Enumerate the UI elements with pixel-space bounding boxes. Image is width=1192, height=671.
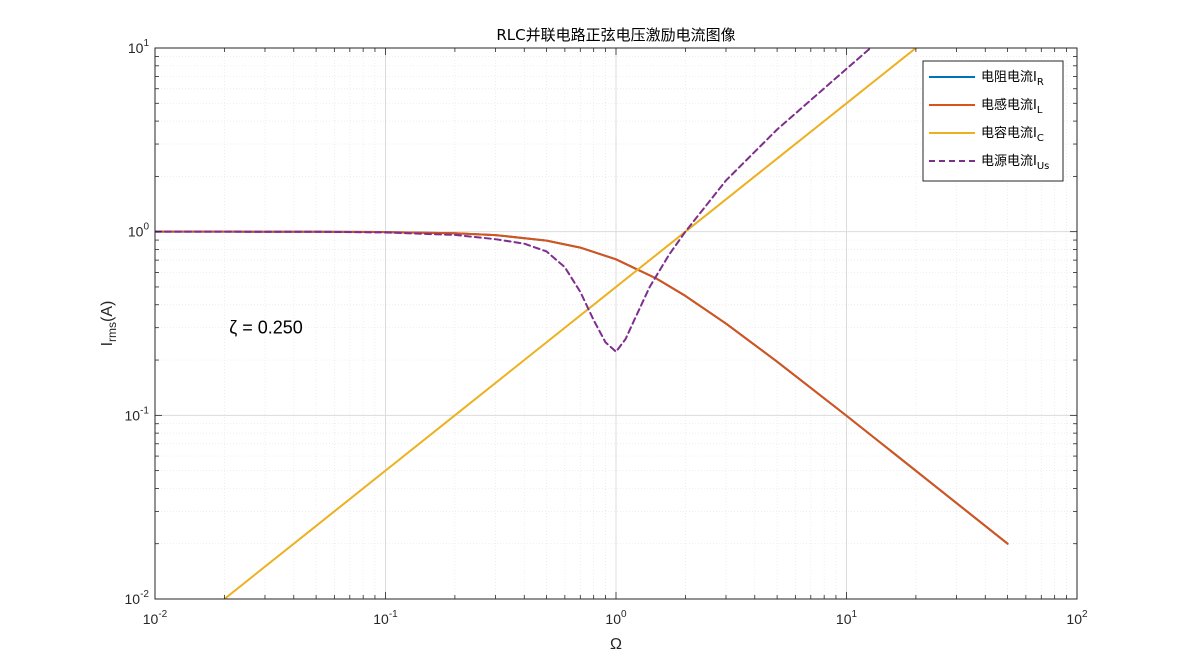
legend-label-symbol: I xyxy=(1033,70,1037,85)
y-tick-label-exp: 1 xyxy=(143,38,149,49)
y-tick-label-base: 10 xyxy=(125,591,141,607)
legend-label-name: 电源电流 xyxy=(981,154,1033,169)
y-axis-label-sub: rms xyxy=(105,322,119,342)
x-tick-label-exp: -2 xyxy=(158,609,167,620)
x-tick-label-base: 10 xyxy=(605,611,621,627)
legend-label-name: 电容电流 xyxy=(981,125,1033,141)
y-tick-label: 10-2 xyxy=(125,589,150,607)
y-axis-label: Irms(A) xyxy=(99,301,119,347)
x-tick-label-exp: 2 xyxy=(1082,609,1088,620)
y-tick-label-base: 10 xyxy=(128,40,144,56)
legend-label-R: 电阻电流IR xyxy=(981,70,1044,88)
x-tick-label-base: 10 xyxy=(143,611,159,627)
x-axis-ticks: 10-2 10-1 100 101 102 xyxy=(143,48,1088,627)
series-line-C xyxy=(223,48,917,599)
x-tick-label-base: 10 xyxy=(1066,611,1082,627)
legend-label-Us: 电源电流IUs xyxy=(981,154,1049,172)
series-line-L xyxy=(155,230,1009,545)
legend-label-symbol: I xyxy=(1033,98,1037,113)
y-tick-label: 10-1 xyxy=(125,405,150,423)
x-tick-label-base: 10 xyxy=(373,611,389,627)
chart-title: RLC并联电路正弦电压激励电流图像 xyxy=(496,26,735,44)
legend-label-symbol: I xyxy=(1033,126,1037,141)
y-tick-label-exp: 0 xyxy=(143,222,149,233)
legend-label-sub: L xyxy=(1037,105,1043,116)
y-axis-label-suffix: (A) xyxy=(99,301,116,322)
x-tick-label-exp: 0 xyxy=(621,609,627,620)
x-tick-label-base: 10 xyxy=(836,611,852,627)
y-tick-label-base: 10 xyxy=(128,224,144,240)
series-line-Us xyxy=(155,48,873,353)
x-tick-label-exp: 1 xyxy=(852,609,858,620)
legend-label-sub: Us xyxy=(1037,161,1050,172)
legend-label-symbol: I xyxy=(1033,154,1037,169)
x-tick-label: 102 xyxy=(1066,609,1088,627)
y-tick-label-base: 10 xyxy=(125,407,141,423)
x-tick-label: 100 xyxy=(605,609,627,627)
y-tick-label: 101 xyxy=(128,38,150,56)
series-layer xyxy=(155,48,1009,599)
x-tick-label-exp: -1 xyxy=(389,609,398,620)
series-line-R xyxy=(155,230,1009,545)
x-tick-label: 10-1 xyxy=(373,609,398,627)
legend-box xyxy=(922,60,1064,182)
x-tick-label: 10-2 xyxy=(143,609,168,627)
x-axis-label: Ω xyxy=(610,636,622,653)
y-tick-label-exp: -2 xyxy=(140,589,149,600)
legend-label-sub: C xyxy=(1037,133,1044,144)
legend-label-name: 电阻电流 xyxy=(981,70,1033,85)
y-tick-label-exp: -1 xyxy=(140,405,149,416)
legend-label-C: 电容电流IC xyxy=(981,125,1044,144)
zeta-annotation: ζ = 0.250 xyxy=(229,318,303,338)
y-axis-label-main: I xyxy=(99,342,116,346)
x-tick-label: 101 xyxy=(836,609,858,627)
legend-label-sub: R xyxy=(1037,77,1044,88)
y-tick-label: 100 xyxy=(128,222,150,240)
legend-label-name: 电感电流 xyxy=(981,97,1033,113)
legend-label-L: 电感电流IL xyxy=(981,97,1043,116)
